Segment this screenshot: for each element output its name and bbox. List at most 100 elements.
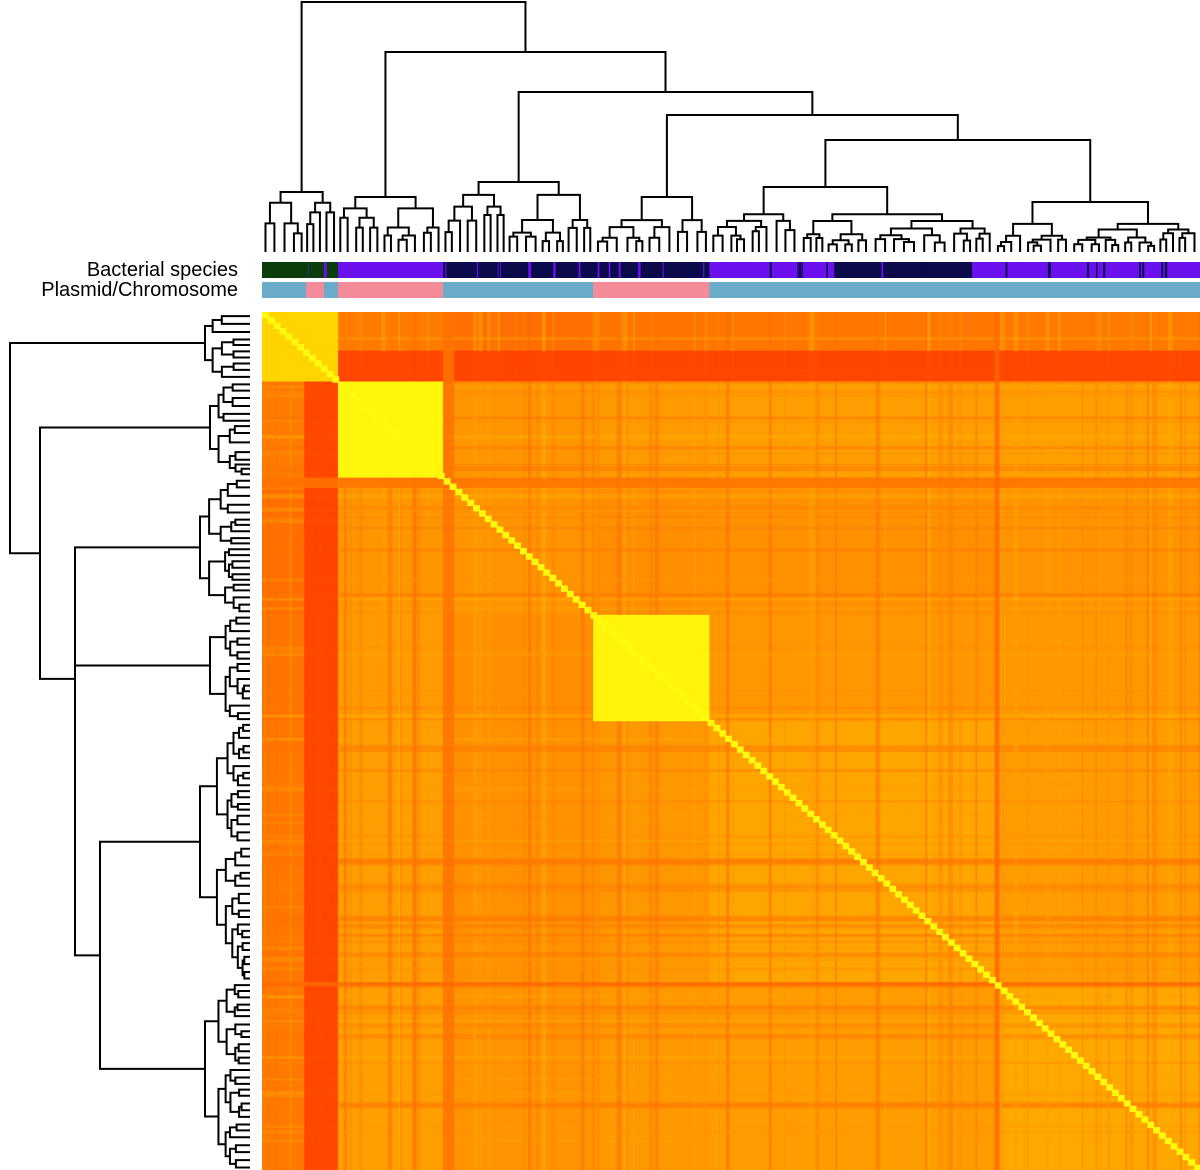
species-track-stripe (799, 262, 802, 278)
dendrogram-branch (355, 226, 364, 252)
heatmap-row-stripe (262, 923, 1200, 929)
diagonal-cell (314, 360, 322, 367)
heatmap-row-stripe (262, 1034, 1200, 1040)
heatmap-row-stripe (262, 1125, 1200, 1128)
species-track-stripe (802, 262, 805, 278)
heatmap-row-stripe (262, 800, 1200, 803)
heatmap-row-stripe (262, 933, 1200, 937)
dendrogram-branch (369, 226, 379, 252)
dendrogram-branch (222, 412, 250, 422)
dendrogram-branch (230, 537, 250, 545)
heatmap-column-stripe (387, 312, 393, 1170)
heatmap-row-stripe (262, 969, 1200, 971)
diagonal-cell (942, 934, 949, 941)
diagonal-cell (701, 714, 709, 721)
dendrogram-branch (975, 237, 984, 252)
diagonal-cell (379, 419, 387, 426)
heatmap-column-stripe (528, 312, 532, 1170)
species-track-stripe (613, 262, 616, 278)
heatmap-column-stripe (497, 312, 500, 1170)
diagonal-cell (947, 939, 955, 946)
heatmap-column-stripe (1045, 312, 1050, 1170)
dendrogram-top-branch (665, 114, 959, 197)
heatmap-row-stripe (262, 1005, 1200, 1010)
diagonal-cell (1024, 1009, 1031, 1016)
dendrogram-branch (462, 193, 496, 207)
dendrogram-branch (217, 1087, 226, 1146)
diagonal-cell (672, 687, 680, 694)
diagonal-cell (1012, 998, 1020, 1005)
diagonal-cell (959, 950, 967, 957)
diagonal-cell (613, 633, 621, 641)
heatmap-row-stripe (262, 946, 1200, 950)
heatmap-row-stripe (262, 508, 1200, 511)
heatmap-column-stripe (618, 312, 622, 1170)
diagonal-cell (420, 456, 428, 464)
dendrogram-branch (229, 1069, 250, 1082)
heatmap-row-stripe (262, 986, 1200, 989)
diagonal-cell (830, 832, 838, 839)
heatmap-column-stripe (876, 312, 881, 1170)
species-track-stripe (1148, 262, 1152, 278)
diagonal-cell (484, 515, 492, 523)
dendrogram-branch (879, 234, 903, 240)
dark-column-stripe-0 (304, 312, 338, 1170)
species-track-stripe (740, 262, 743, 278)
diagonal-cell (1065, 1046, 1073, 1054)
heatmap-row-stripe (262, 952, 1200, 957)
dendrogram-branch (229, 1091, 240, 1113)
heatmap-row-stripe (262, 883, 1200, 888)
dendrogram-branch (953, 232, 968, 252)
dendrogram-branch (224, 551, 229, 572)
diagonal-cell (390, 429, 398, 437)
diagonal-cell (1041, 1025, 1049, 1032)
dendrogram-branch (802, 237, 812, 252)
diagonal-cell (754, 762, 762, 769)
heatmap-column-stripe (1003, 312, 1006, 1170)
dendrogram-branch (215, 757, 228, 816)
heatmap-block-1-2 (443, 381, 594, 478)
dendrogram-branch (496, 214, 505, 252)
dendrogram-branch (1181, 232, 1196, 252)
dendrogram-branch (234, 874, 250, 887)
diagonal-cell (361, 403, 369, 410)
heatmap-column-stripe (1149, 312, 1152, 1170)
diagonal-cell (1106, 1084, 1114, 1091)
heatmap-column-stripe (1168, 312, 1173, 1170)
dendrogram-branch (217, 434, 230, 463)
track-1-segment-5 (593, 282, 710, 298)
dendrogram-branch (730, 234, 742, 252)
dendrogram-branch (762, 186, 889, 215)
dendrogram-branch (857, 239, 867, 252)
dendrogram-branch (401, 234, 416, 252)
diagonal-cell (1053, 1035, 1061, 1043)
heatmap-column-stripe (1095, 312, 1098, 1170)
diagonal-cell (267, 317, 275, 324)
diagonal-cell (813, 816, 820, 823)
heatmap-row-stripe (262, 494, 1200, 499)
heatmap-column-stripe (621, 312, 624, 1170)
diagonal-cell (789, 794, 797, 801)
dark-row-stripe-1 (262, 477, 1200, 488)
heatmap-row-stripe (262, 690, 1200, 692)
diagonal-cell (578, 601, 586, 608)
diagonal-cell (332, 376, 340, 383)
heatmap-row-stripe (262, 886, 1200, 888)
heatmap-row-stripe (262, 768, 1200, 773)
heatmap-column-stripe (275, 312, 279, 1170)
diagonal-cell (549, 574, 557, 582)
dendrogram-branch (508, 235, 519, 252)
track-0-segment-1 (307, 262, 310, 278)
dendrogram-branch (208, 560, 226, 597)
dendrogram-branch (1005, 234, 1022, 252)
dendrogram-branch (354, 196, 417, 209)
dendrogram-top-branch (824, 139, 1092, 202)
species-track-stripe (987, 262, 990, 278)
dendrogram-top-branch (384, 51, 667, 197)
heatmap-column-stripe (381, 312, 386, 1170)
species-track-stripe (608, 262, 611, 278)
heatmap-row-stripe (262, 706, 1200, 710)
dendrogram-branch (426, 226, 440, 252)
heatmap-column-stripe (1026, 312, 1029, 1170)
heatmap-row-stripe (262, 934, 1200, 939)
